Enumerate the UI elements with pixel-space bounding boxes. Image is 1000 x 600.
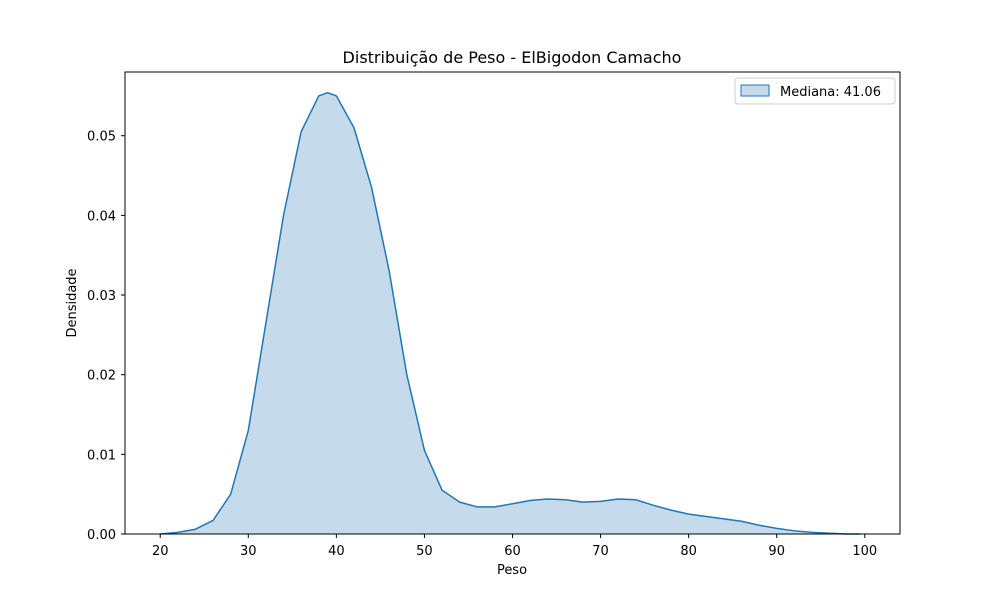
- x-tick-label: 100: [852, 544, 877, 559]
- y-tick-label: 0.02: [87, 369, 116, 384]
- series-area: [160, 92, 861, 535]
- chart-title: Distribuição de Peso - ElBigodon Camacho: [343, 48, 682, 67]
- x-tick-label: 30: [240, 544, 257, 559]
- x-tick-label: 20: [152, 544, 169, 559]
- legend-frame: [734, 77, 896, 105]
- y-tick-label: 0.05: [87, 130, 116, 145]
- series-line: [160, 91, 861, 535]
- plot-area: 20 30 40 50 60 70 80 90 100 0.00 0.01 0.02 0.03 0.04 0…: [87, 71, 901, 559]
- x-tick-label: 60: [504, 544, 521, 559]
- x-tick-label: 90: [768, 544, 785, 559]
- x-axis-label: Peso: [497, 563, 527, 578]
- legend: Mediana: 41.06: [734, 77, 896, 105]
- x-tick-label: 70: [592, 544, 609, 559]
- legend-swatch: [740, 84, 770, 97]
- x-tick-label: 40: [328, 544, 345, 559]
- x-tick-label: 80: [680, 544, 697, 559]
- x-tick-label: 50: [416, 544, 433, 559]
- y-tick-label: 0.03: [87, 289, 116, 304]
- y-tick-label: 0.01: [87, 448, 116, 463]
- y-tick-label: 0.00: [87, 528, 116, 543]
- legend-label: Mediana: 41.06: [780, 85, 881, 100]
- y-axis-label: Densidade: [65, 268, 80, 337]
- y-tick-label: 0.04: [87, 209, 116, 224]
